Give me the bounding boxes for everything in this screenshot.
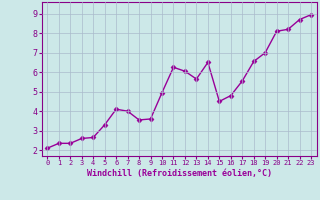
X-axis label: Windchill (Refroidissement éolien,°C): Windchill (Refroidissement éolien,°C) bbox=[87, 169, 272, 178]
